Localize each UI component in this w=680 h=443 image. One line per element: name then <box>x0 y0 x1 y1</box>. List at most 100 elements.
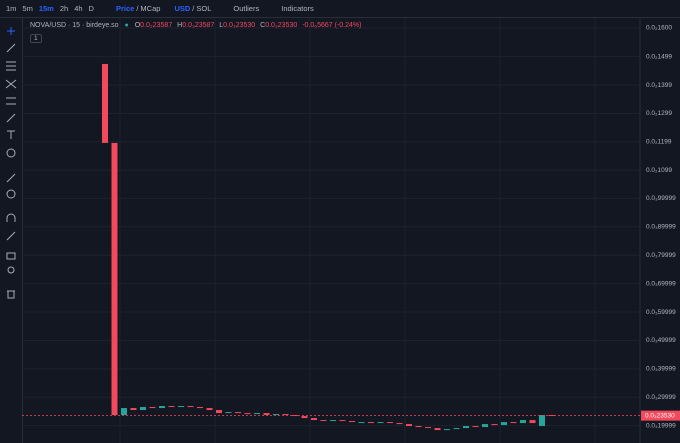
candle-body <box>349 421 355 423</box>
price-toggle[interactable]: Price <box>115 4 135 13</box>
tool-icons <box>5 27 17 299</box>
sol-toggle[interactable]: SOL <box>196 4 212 13</box>
crosshair-icon[interactable] <box>7 27 15 35</box>
ohlc-value: 0.0₃23530 <box>265 22 298 29</box>
interval[interactable]: 1m <box>6 4 17 13</box>
candle-body <box>501 422 507 426</box>
candle-body <box>178 406 184 408</box>
ohlc-key: C <box>260 22 266 29</box>
y-tick-label: 0.0₃79999 <box>646 252 676 259</box>
candle-body <box>121 408 127 416</box>
zoom-icon[interactable] <box>6 189 16 199</box>
candle-body <box>197 407 203 409</box>
separator: / <box>136 4 139 13</box>
y-tick-label: 0.0₂1299 <box>646 110 672 117</box>
y-tick-label: 0.0₃99999 <box>646 195 676 202</box>
magnet-icon[interactable] <box>6 213 16 222</box>
y-tick-label: 0.0₂1499 <box>646 53 672 60</box>
emoji-icon[interactable] <box>6 148 16 158</box>
pattern-icon[interactable] <box>5 79 17 89</box>
candle-body <box>254 413 260 415</box>
change: -0.0₆5667 (-0.24%) <box>302 22 362 29</box>
candle-body <box>168 406 175 408</box>
interval[interactable]: 2h <box>59 4 69 13</box>
candle-body <box>130 408 137 411</box>
interval[interactable]: D <box>88 4 94 13</box>
line-icon[interactable] <box>6 43 16 53</box>
y-tick-label: 0.0₃49999 <box>646 337 676 344</box>
interval[interactable]: 15m <box>38 4 54 13</box>
candle-body <box>415 426 422 428</box>
usd-toggle[interactable]: USD <box>174 4 191 13</box>
y-tick-label: 0.0₃39999 <box>646 366 676 373</box>
candle-body <box>187 406 194 408</box>
y-tick-label: 0.0₂1399 <box>646 82 672 89</box>
y-tick-label: 0.0₃69999 <box>646 280 676 287</box>
candle-body <box>311 418 317 421</box>
candle-body <box>225 412 232 414</box>
outliers-button[interactable]: Outliers <box>233 4 260 13</box>
drawing-toolbar <box>0 18 23 443</box>
ohlc-key: O <box>134 22 141 29</box>
candle-body <box>282 414 289 416</box>
ohlc-key: L <box>219 22 224 29</box>
ohlc-value: 0.0₃23587 <box>140 22 173 29</box>
ohlc-value: 0.0₃23587 <box>182 22 215 29</box>
status-dot: ● <box>124 22 129 29</box>
y-tick-label: 0.0₂1099 <box>646 167 672 174</box>
candle-body <box>216 410 222 414</box>
eye-icon[interactable] <box>7 266 15 274</box>
symbol: NOVA/USD · 15 · birdeye.so <box>30 22 119 29</box>
toolbar: 1m 5m 15m 2h 4h D Price / MCap USD / SOL… <box>0 0 680 18</box>
text-icon[interactable] <box>7 130 15 139</box>
candle-body <box>273 414 279 416</box>
candle-body <box>339 420 346 422</box>
ohlc-value: 0.0₃23530 <box>223 22 256 29</box>
candle-body <box>368 422 374 424</box>
ohlc-key: H <box>177 22 183 29</box>
candle-body <box>149 407 156 409</box>
interval[interactable]: 5m <box>22 4 33 13</box>
candle-body <box>520 420 526 424</box>
candle-body <box>539 415 545 427</box>
lock-draw-icon[interactable] <box>6 231 16 241</box>
interval[interactable]: 4h <box>74 4 83 13</box>
mcap-toggle[interactable]: MCap <box>140 4 161 13</box>
brush-icon[interactable] <box>6 113 16 123</box>
last-price-label: 0.0₃23530 <box>645 412 675 419</box>
candle-body <box>235 412 241 414</box>
candle-body <box>482 424 488 428</box>
measure-icon[interactable] <box>6 173 16 183</box>
legend: NOVA/USD · 15 · birdeye.so ● O0.0₃23587 … <box>30 22 361 29</box>
fib-icon[interactable] <box>6 61 16 71</box>
indicators-button[interactable]: Indicators <box>281 4 314 13</box>
candle-body <box>387 422 393 424</box>
candle-body <box>396 423 403 425</box>
candle-body <box>463 426 469 429</box>
y-tick-label: 0.0₂1600 <box>646 25 672 32</box>
candle-body <box>425 427 431 429</box>
trash-icon[interactable] <box>7 290 15 299</box>
collapse-badge[interactable]: 1 <box>30 34 42 43</box>
badge-count: 1 <box>34 35 38 42</box>
y-tick-label: 0.0₃19999 <box>646 422 676 429</box>
candle-body <box>491 424 498 426</box>
candle-body <box>377 422 384 424</box>
candle-body <box>444 429 450 431</box>
lock-icon[interactable] <box>6 252 16 260</box>
candle-body <box>406 424 412 427</box>
candle-body <box>529 420 536 424</box>
candle-body <box>330 420 336 422</box>
vertical-grid <box>119 18 596 443</box>
ruler-icon[interactable] <box>6 97 16 105</box>
y-tick-label: 0.0₃89999 <box>646 224 676 231</box>
y-tick-label: 0.0₃29999 <box>646 394 676 401</box>
y-tick-label: 0.0₃59999 <box>646 309 676 316</box>
candle-body <box>301 416 308 419</box>
candle-body <box>453 428 460 430</box>
candle-body <box>244 413 251 415</box>
candle-body <box>434 428 441 431</box>
candle-body <box>206 408 213 411</box>
candle-body <box>472 426 479 428</box>
candle-body <box>102 63 108 143</box>
